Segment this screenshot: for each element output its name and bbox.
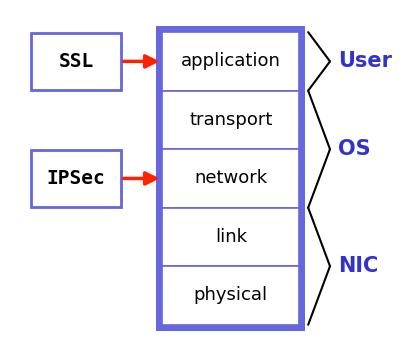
Bar <box>162 266 299 325</box>
Bar <box>162 149 299 208</box>
Text: IPSec: IPSec <box>47 169 106 188</box>
Text: transport: transport <box>189 111 272 129</box>
Text: User: User <box>338 51 392 71</box>
Text: link: link <box>215 228 247 246</box>
Text: SSL: SSL <box>59 52 94 71</box>
Text: OS: OS <box>338 139 371 159</box>
Bar <box>32 150 121 207</box>
Bar <box>32 33 121 90</box>
Text: network: network <box>194 169 267 188</box>
Bar <box>162 32 299 91</box>
Text: NIC: NIC <box>338 256 378 276</box>
Bar <box>162 91 299 149</box>
Text: physical: physical <box>194 286 268 305</box>
Bar <box>156 26 305 331</box>
Text: application: application <box>181 53 281 70</box>
Bar <box>162 208 299 266</box>
